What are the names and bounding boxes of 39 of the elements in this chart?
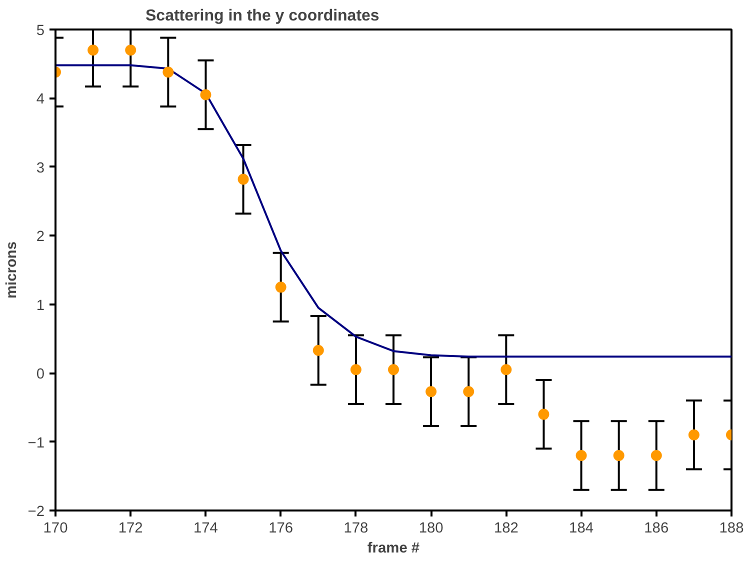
y-tick-label: 1 <box>36 298 45 314</box>
point <box>613 450 624 462</box>
x-tick-label: 184 <box>569 520 594 536</box>
y-tick-label: 2 <box>36 229 45 246</box>
point <box>388 364 399 376</box>
chart-title: Scattering in the y coordinates <box>146 8 380 24</box>
x-tick-label: 174 <box>193 520 218 536</box>
x-tick-label: 176 <box>268 520 294 536</box>
point <box>463 386 474 398</box>
point <box>426 386 437 398</box>
x-tick-label: 182 <box>494 520 518 536</box>
point <box>312 344 324 356</box>
y-tick-label: 5 <box>36 23 45 39</box>
point <box>576 450 587 462</box>
point <box>162 66 174 78</box>
point <box>275 282 286 293</box>
y-tick-label: 3 <box>36 160 45 176</box>
x-axis-title: frame # <box>367 540 420 556</box>
point <box>125 44 136 56</box>
x-tick-label: 180 <box>418 520 444 536</box>
point <box>200 89 212 100</box>
point <box>238 174 249 185</box>
point <box>538 408 550 420</box>
point <box>688 429 700 440</box>
y-tick-label: 4 <box>36 92 45 108</box>
y-tick-label: 0 <box>36 366 45 383</box>
x-tick-label: 172 <box>118 520 143 536</box>
point <box>350 364 362 376</box>
x-tick-label: 178 <box>344 520 368 536</box>
y-axis-title: microns <box>4 241 20 299</box>
point <box>88 44 99 56</box>
line-series <box>56 64 732 358</box>
point <box>650 450 662 462</box>
y-tick-label: −1 <box>28 435 45 452</box>
point <box>500 364 512 376</box>
y-tick-label: −2 <box>28 504 45 520</box>
x-tick-label: 186 <box>644 520 669 536</box>
x-tick-label: 188 <box>719 520 744 536</box>
x-tick-label: 170 <box>43 520 68 536</box>
